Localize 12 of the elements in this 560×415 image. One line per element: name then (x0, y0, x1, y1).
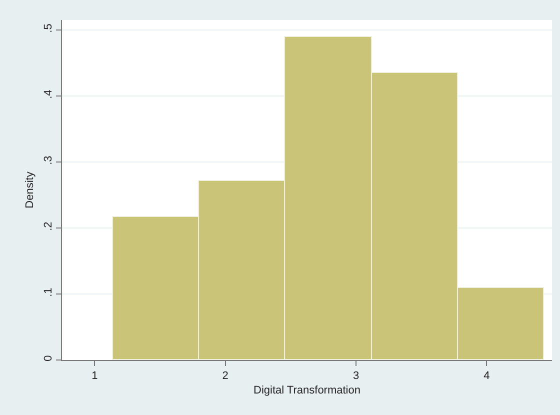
y-tick-label: 0 (42, 355, 55, 362)
x-tick-label: 4 (484, 370, 490, 382)
y-tick-label: .2 (42, 222, 55, 231)
x-tick-label: 3 (352, 370, 360, 382)
y-tick-label: .4 (42, 90, 55, 99)
y-tick-label: .1 (42, 288, 55, 297)
y-tick-label: .5 (42, 24, 55, 33)
x-tick-label: 1 (92, 370, 98, 382)
x-axis-title: Digital Transformation (254, 384, 360, 396)
y-axis-title: Density (24, 171, 36, 208)
x-tick-label: 2 (222, 370, 228, 382)
y-tick-label: .3 (42, 156, 55, 165)
